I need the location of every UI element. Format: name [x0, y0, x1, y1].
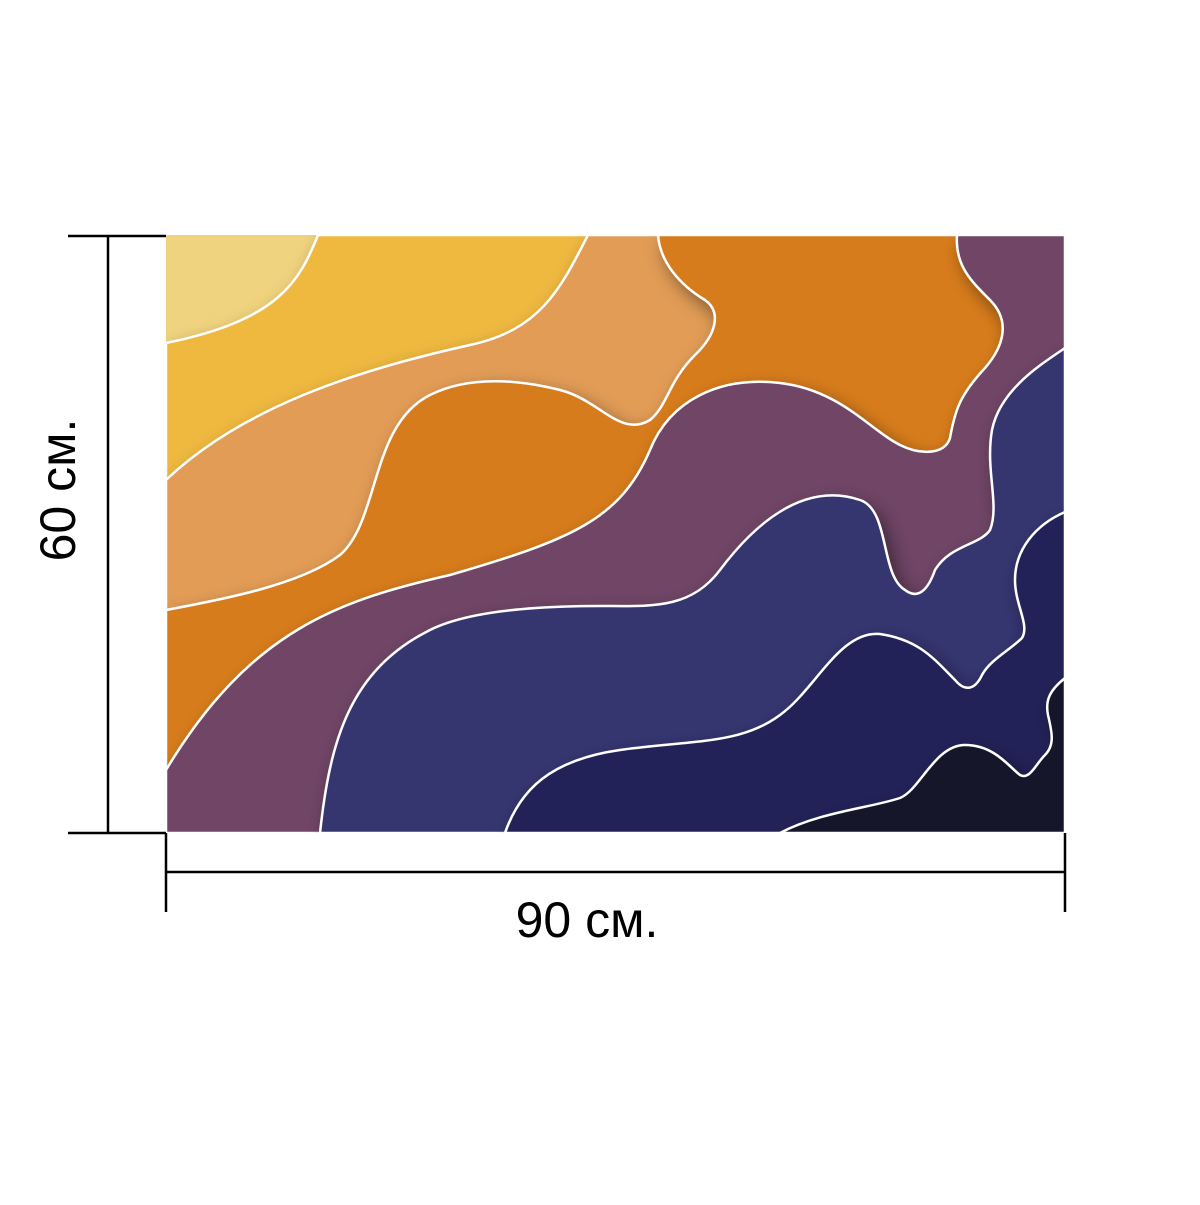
wave-layer-navy — [503, 510, 1065, 833]
wave-layer-dark — [779, 676, 1065, 833]
width-label: 90 см. — [515, 892, 659, 948]
wave-artwork — [166, 235, 1065, 833]
height-label: 60 см. — [30, 418, 86, 562]
dimension-lines — [68, 234, 1067, 912]
